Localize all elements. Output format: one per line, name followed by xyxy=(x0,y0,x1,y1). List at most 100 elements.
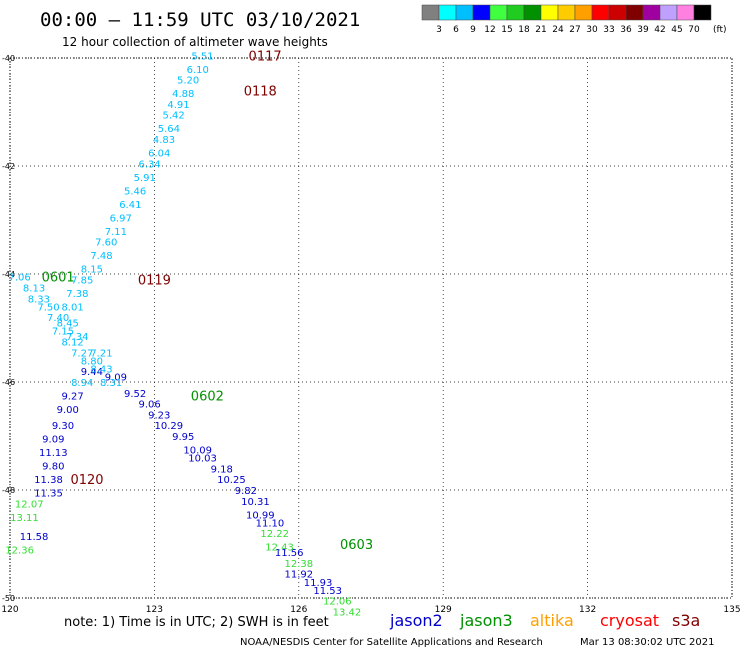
color-scale-label: 15 xyxy=(501,25,512,35)
color-swatch xyxy=(608,4,627,21)
color-scale-label: 36 xyxy=(620,25,632,35)
wave-height-value: 9.80 xyxy=(42,462,64,473)
wave-height-value: 11.58 xyxy=(20,532,49,543)
wave-height-value: 11.92 xyxy=(284,570,313,581)
wave-height-value: 10.31 xyxy=(241,497,270,508)
wave-height-value: 5.46 xyxy=(124,186,146,197)
wave-height-value: 6.34 xyxy=(138,159,160,170)
footer-timestamp: Mar 13 08:30:02 UTC 2021 xyxy=(580,637,715,648)
wave-height-value: 9.00 xyxy=(57,405,79,416)
color-swatch xyxy=(421,4,440,21)
color-scale-label: 27 xyxy=(569,25,580,35)
wave-height-value: 6.41 xyxy=(119,200,141,211)
color-scale-bar xyxy=(421,4,712,21)
wave-height-value: 11.93 xyxy=(304,578,333,589)
wave-height-value: 8.43 xyxy=(90,365,112,376)
x-tick-label: 135 xyxy=(723,605,740,615)
wave-height-value: 9.44 xyxy=(81,367,103,378)
x-tick-label: 126 xyxy=(290,605,307,615)
color-swatch xyxy=(472,4,491,21)
x-tick-label: 120 xyxy=(1,605,18,615)
color-scale-label: 9 xyxy=(470,25,476,35)
wave-height-value: 7.34 xyxy=(66,332,88,343)
wave-height-value: 10.09 xyxy=(183,446,212,457)
wave-height-value: 8.15 xyxy=(81,265,103,276)
y-tick-label: -50 xyxy=(2,594,15,603)
wave-height-value: 11.53 xyxy=(313,586,342,597)
wave-height-value: 10.99 xyxy=(246,510,275,521)
color-scale-label: 45 xyxy=(671,25,682,35)
wave-height-value: 7.27 xyxy=(71,348,93,359)
x-tick-label: 132 xyxy=(579,605,596,615)
y-tick-label: -40 xyxy=(2,54,15,63)
wave-height-value: 13.11 xyxy=(10,513,39,524)
footer-credit: NOAA/NESDIS Center for Satellite Applica… xyxy=(240,637,543,648)
pass-labels: 0117 0118 0119 0120 0601 0602 0603 xyxy=(42,49,374,553)
wave-height-value: 8.94 xyxy=(71,378,93,389)
legend-item-cryosat: cryosat xyxy=(600,611,659,630)
pass-label: 0601 xyxy=(42,271,75,286)
chart-subtitle: 12 hour collection of altimeter wave hei… xyxy=(62,35,328,49)
y-tick-label: -48 xyxy=(2,486,15,495)
legend-item-s3a: s3a xyxy=(672,611,700,630)
color-scale-label: 70 xyxy=(688,25,700,35)
wave-height-value: 9.23 xyxy=(148,410,170,421)
wave-height-value: 12.07 xyxy=(15,500,44,511)
color-scale-label: 24 xyxy=(552,25,564,35)
wave-height-value: 7.21 xyxy=(90,348,112,359)
color-scale-label: 18 xyxy=(518,25,530,35)
color-swatch xyxy=(438,4,457,21)
wave-height-value: 11.38 xyxy=(34,475,63,486)
wave-height-value: 7.60 xyxy=(95,238,117,249)
wave-height-value: 9.18 xyxy=(211,464,233,475)
wave-height-value: 8.13 xyxy=(23,284,45,295)
wave-height-value: 5.64 xyxy=(158,124,180,135)
wave-height-value: 6.97 xyxy=(110,213,132,224)
plot-area xyxy=(9,57,733,599)
wave-height-value: 8.01 xyxy=(61,302,83,313)
x-tick-label: 129 xyxy=(435,605,452,615)
wave-height-value: 11.10 xyxy=(256,518,285,529)
color-swatch xyxy=(625,4,644,21)
wave-height-value: 9.82 xyxy=(235,486,257,497)
legend-item-altika: altika xyxy=(530,611,574,630)
color-swatch xyxy=(676,4,695,21)
color-swatch xyxy=(574,4,593,21)
color-scale-label: 12 xyxy=(484,25,495,35)
wave-height-value: 6.04 xyxy=(148,149,170,160)
wave-height-value: 4.88 xyxy=(172,89,194,100)
wave-height-value: 9.09 xyxy=(42,435,64,446)
color-swatch xyxy=(489,4,508,21)
wave-height-value: 12.22 xyxy=(260,529,289,540)
y-tick-label: -42 xyxy=(2,162,15,171)
wave-height-value: 9.27 xyxy=(61,392,83,403)
wave-height-value: 10.03 xyxy=(188,454,217,465)
wave-height-value: 5.91 xyxy=(134,173,156,184)
color-scale-label: 6 xyxy=(453,25,459,35)
y-tick-label: -44 xyxy=(2,270,15,279)
wave-height-value: 9.06 xyxy=(138,400,160,411)
color-scale-labels: 3 6 9 12 15 18 21 24 27 30 33 36 39 42 45 70 xyxy=(436,25,700,35)
wave-height-value: 7.48 xyxy=(90,251,112,262)
wave-height-value: 9.95 xyxy=(172,432,194,443)
wave-height-value: 5.20 xyxy=(177,76,199,87)
wave-height-value: 13.42 xyxy=(333,608,362,619)
wave-height-value: 6.10 xyxy=(187,65,209,76)
color-swatch xyxy=(540,4,559,21)
wave-height-value: 4.91 xyxy=(167,100,189,111)
wave-height-value: 4.83 xyxy=(153,135,175,146)
wave-height-value: 11.13 xyxy=(39,448,68,459)
y-tick-labels: -40 -42 -44 -46 -48 -50 xyxy=(2,54,15,603)
wave-height-value: 9.09 xyxy=(105,373,127,384)
note-text: note: 1) Time is in UTC; 2) SWH is in fe… xyxy=(64,615,329,630)
color-swatch xyxy=(591,4,610,21)
color-scale-label: 21 xyxy=(535,25,546,35)
y-tick-label: -46 xyxy=(2,378,15,387)
color-scale-label: 42 xyxy=(654,25,665,35)
chart-title: 00:00 – 11:59 UTC 03/10/2021 xyxy=(40,9,360,31)
wave-height-value: 7.50 xyxy=(37,302,59,313)
color-swatch xyxy=(642,4,661,21)
color-scale-label: 3 xyxy=(436,25,442,35)
wave-height-values: 9.44 9.099.27 9.529.069.00 9.239.30 10.299.0… xyxy=(5,51,361,618)
wave-height-value: 9.52 xyxy=(124,389,146,400)
